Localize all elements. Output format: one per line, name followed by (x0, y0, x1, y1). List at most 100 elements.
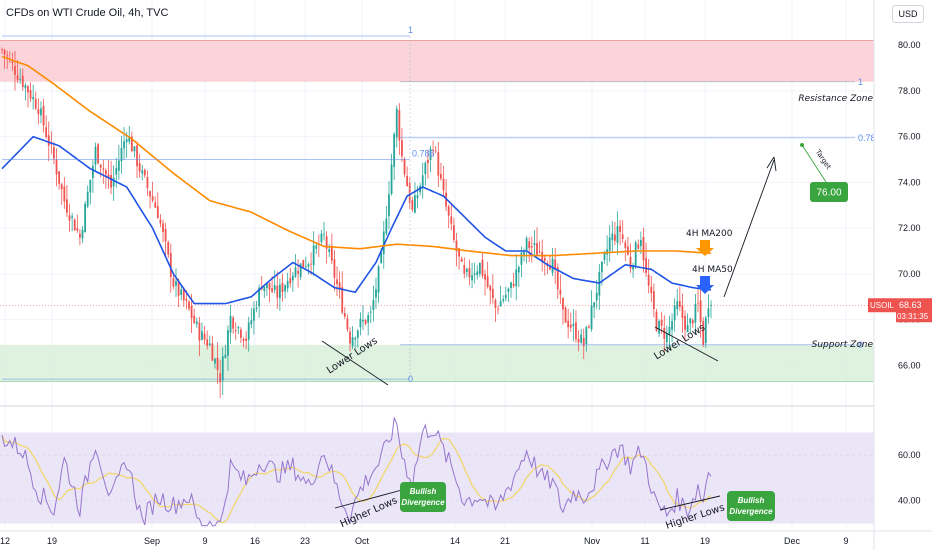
candle-body (11, 61, 14, 63)
candle-body (104, 170, 107, 175)
price-tick-label: 74.00 (898, 177, 921, 187)
candle-body (146, 177, 149, 188)
price-tick-label: 78.00 (898, 86, 921, 96)
candle (89, 179, 92, 205)
candle-body (107, 174, 110, 179)
time-tick-label: 14 (450, 536, 460, 546)
candle-body (162, 223, 164, 233)
candle-body (159, 219, 162, 224)
candle (577, 330, 580, 352)
candle-body (414, 195, 416, 213)
candle (1, 47, 3, 54)
candle-body (645, 258, 647, 273)
candle-body (91, 165, 94, 179)
candle (375, 277, 377, 309)
candle (341, 271, 344, 315)
candle (294, 254, 297, 278)
candle (250, 307, 253, 329)
candle (130, 131, 133, 152)
candle-body (76, 228, 79, 231)
candle-body (182, 288, 185, 301)
candle (484, 269, 486, 296)
candle-body (117, 160, 120, 171)
candle-body (294, 267, 297, 277)
candle (533, 230, 536, 258)
candle (452, 218, 455, 243)
fib-right-label: 1 (858, 77, 863, 87)
candle-body (247, 322, 250, 340)
candle-body (234, 330, 237, 332)
candle-body (273, 285, 276, 290)
candle (278, 278, 281, 311)
candle (42, 98, 45, 133)
ma200-line (1, 55, 712, 257)
bullish-divergence-callout-2-line-1: Bullish (738, 496, 765, 505)
candle-body (447, 206, 450, 216)
candle (333, 250, 336, 291)
candle-body (323, 234, 325, 236)
candle (117, 144, 120, 180)
candle (447, 204, 450, 229)
candle-body (53, 147, 55, 159)
price-tick-label: 72.00 (898, 223, 921, 233)
candle (689, 317, 692, 334)
candle (678, 286, 681, 311)
candle (320, 229, 323, 245)
currency-button[interactable]: USD (892, 5, 924, 23)
candle-body (580, 334, 583, 343)
candle (432, 140, 435, 157)
candle (494, 298, 497, 322)
candle-body (577, 338, 580, 343)
candle-body (167, 242, 170, 255)
candle-body (286, 281, 289, 289)
candle (149, 190, 151, 209)
candle (634, 240, 637, 270)
candle-body (458, 248, 460, 257)
candle-body (266, 283, 268, 288)
candle (240, 327, 242, 344)
ma50-arrow-icon (696, 276, 714, 294)
candle-body (478, 262, 481, 274)
candle (289, 267, 292, 288)
ma50-label: 4H MA50 (692, 265, 733, 275)
candle (172, 272, 175, 290)
candle-body (471, 275, 473, 281)
candle (504, 286, 507, 302)
candle (346, 314, 349, 332)
candle (665, 325, 668, 349)
candle-body (665, 333, 668, 343)
projection-arrowhead-icon (766, 156, 777, 172)
candle (110, 160, 112, 195)
candle-body (697, 303, 699, 305)
candle (266, 282, 268, 296)
candle (86, 185, 89, 209)
candle-body (164, 228, 167, 242)
candle (588, 324, 590, 329)
candle-body (499, 301, 502, 307)
candle-body (258, 287, 261, 307)
candle (138, 153, 141, 178)
candle-body (668, 327, 671, 336)
candle-body (660, 319, 663, 326)
candle-body (86, 191, 89, 207)
candle (551, 247, 554, 277)
candle-body (284, 285, 286, 292)
candle (528, 237, 531, 262)
resistance-zone (0, 40, 874, 82)
candle (502, 295, 505, 304)
candle-body (206, 339, 209, 347)
candle-body (325, 236, 328, 249)
candle-body (351, 337, 354, 347)
candle (315, 243, 318, 254)
candle-body (642, 237, 645, 261)
candle-body (390, 164, 393, 194)
candle-body (123, 141, 125, 149)
candle-body (14, 66, 16, 75)
candle (637, 239, 640, 250)
candle-body (190, 305, 193, 319)
candle (159, 214, 162, 228)
candle-body (385, 218, 388, 234)
candle (281, 273, 284, 302)
moving-averages (1, 55, 712, 305)
